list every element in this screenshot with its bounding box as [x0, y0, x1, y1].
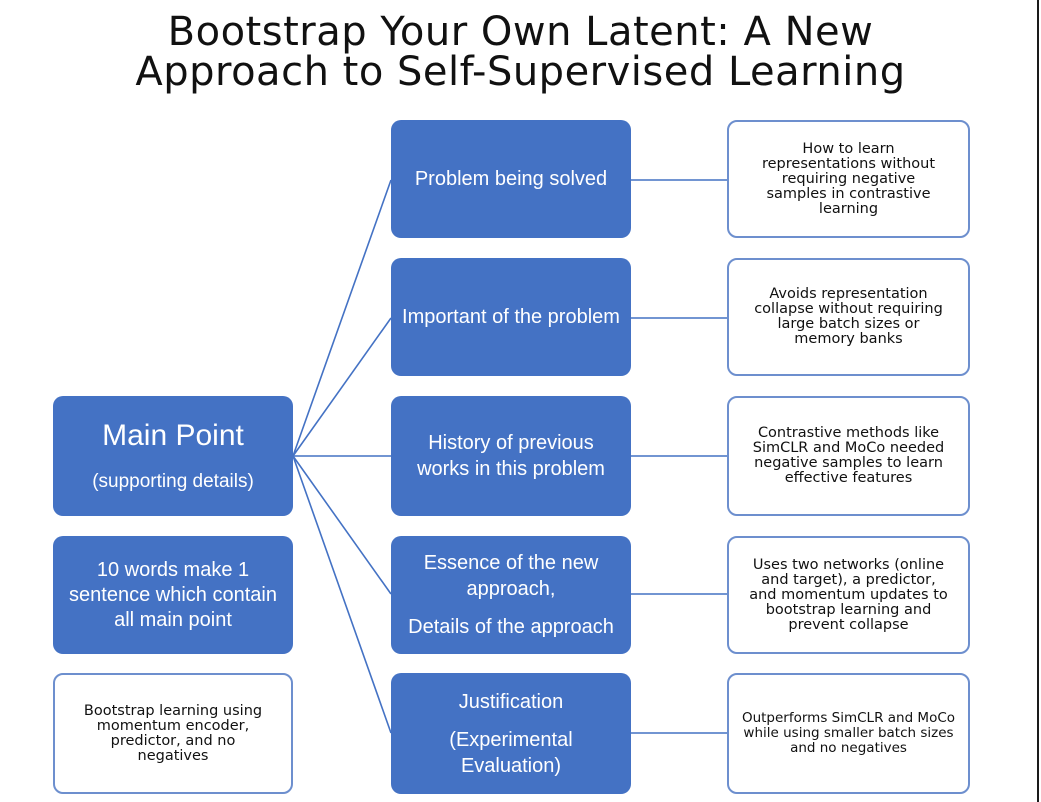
detail-box-justification: Outperforms SimCLR and MoCo while using … [727, 673, 970, 794]
title-line-2: Approach to Self-Supervised Learning [135, 49, 906, 95]
category-box-history: History of previous works in this proble… [391, 396, 631, 516]
category-label-secondary: Details of the approach [408, 616, 614, 638]
main-point-title: Main Point [102, 419, 244, 452]
connector-main-to-cat-2 [292, 317, 392, 457]
main-point-box: Main Point (supporting details) [53, 396, 293, 516]
detail-text: Contrastive methods like SimCLR and MoCo… [752, 425, 945, 486]
detail-box-essence: Uses two networks (online and target), a… [727, 536, 970, 654]
detail-box-importance: Avoids representation collapse without r… [727, 258, 970, 376]
category-box-justification: Justification (Experimental Evaluation) [391, 673, 631, 794]
connector-main-to-cat-4 [292, 455, 392, 595]
summary-prompt-text: 10 words make 1 sentence which contain a… [69, 558, 277, 631]
detail-text: Uses two networks (online and target), a… [749, 556, 948, 633]
page-edge-border [1037, 0, 1039, 802]
summary-answer-box: Bootstrap learning using momentum encode… [53, 673, 293, 794]
detail-box-problem: How to learn representations without req… [727, 120, 970, 238]
title-line-1: Bootstrap Your Own Latent: A New [167, 9, 874, 55]
page-title: Bootstrap Your Own Latent: A New Approac… [0, 12, 1041, 92]
category-label: Important of the problem [402, 306, 620, 328]
detail-text: Outperforms SimCLR and MoCo while using … [741, 710, 956, 756]
connector-main-to-cat-5 [292, 455, 392, 734]
category-box-importance: Important of the problem [391, 258, 631, 376]
connector-main-to-cat-1 [292, 179, 392, 457]
detail-box-history: Contrastive methods like SimCLR and MoCo… [727, 396, 970, 516]
detail-text: Avoids representation collapse without r… [754, 286, 943, 347]
category-label: Problem being solved [414, 168, 608, 190]
category-label: History of previous works in this proble… [417, 432, 605, 480]
category-label: Justification [458, 690, 564, 713]
category-label: Essence of the new approach, [423, 552, 599, 600]
category-box-essence: Essence of the new approach, Details of … [391, 536, 631, 654]
category-box-problem: Problem being solved [391, 120, 631, 238]
summary-prompt-box: 10 words make 1 sentence which contain a… [53, 536, 293, 654]
summary-answer-text: Bootstrap learning using momentum encode… [83, 702, 263, 764]
main-point-subtitle: (supporting details) [92, 471, 254, 492]
category-label-secondary: (Experimental Evaluation) [449, 728, 573, 777]
detail-text: How to learn representations without req… [761, 140, 936, 217]
